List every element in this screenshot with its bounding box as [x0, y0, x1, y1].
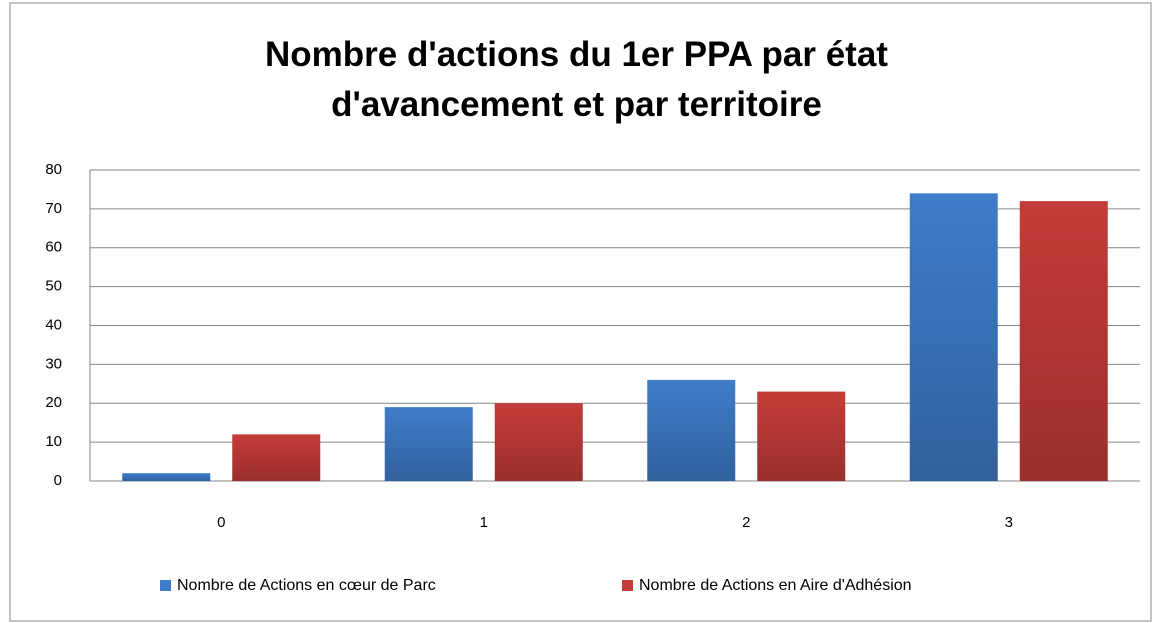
y-tick-label: 70: [45, 200, 62, 217]
legend-label: Nombre de Actions en Aire d'Adhésion: [639, 577, 912, 594]
x-tick-label: 3: [1005, 514, 1013, 531]
x-tick-label: 2: [742, 514, 750, 531]
bar: [232, 434, 321, 481]
bar: [384, 407, 473, 481]
bar: [1019, 201, 1108, 481]
legend-swatch: [160, 580, 171, 591]
bar: [647, 379, 736, 481]
x-tick-label: 1: [480, 514, 488, 531]
y-tick-label: 60: [45, 239, 62, 256]
y-tick-label: 10: [45, 433, 62, 450]
bar: [757, 391, 846, 481]
y-tick-label: 0: [54, 472, 62, 489]
y-tick-label: 40: [45, 316, 62, 333]
y-tick-label: 80: [45, 161, 62, 178]
bar: [494, 403, 583, 481]
legend-swatch: [622, 580, 633, 591]
y-tick-label: 30: [45, 355, 62, 372]
bar: [909, 193, 998, 481]
chart-title: Nombre d'actions du 1er PPA par état d'a…: [265, 35, 888, 124]
y-tick-label: 20: [45, 394, 62, 411]
x-tick-label: 0: [217, 514, 225, 531]
legend-label: Nombre de Actions en cœur de Parc: [177, 577, 436, 594]
bar: [122, 473, 211, 481]
y-tick-label: 50: [45, 278, 62, 295]
